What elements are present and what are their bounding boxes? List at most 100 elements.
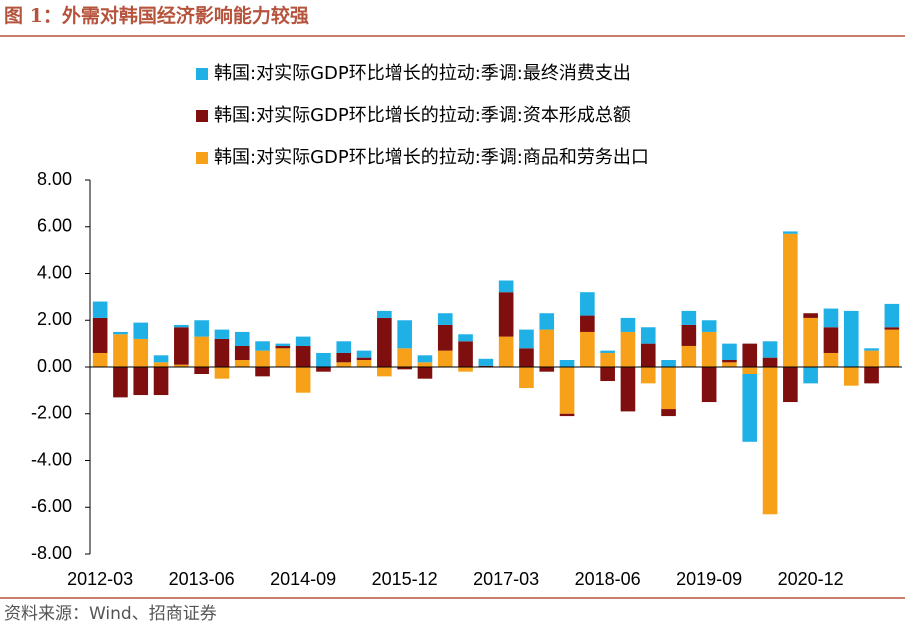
x-tick-label: 2015-12 [372,569,438,589]
bar [133,322,149,339]
bar [519,329,534,349]
bar [194,320,209,337]
bar [498,292,514,337]
y-tick-label: 0.00 [37,356,72,376]
bar [295,345,311,367]
bar [640,343,656,367]
bar [762,341,778,358]
bar [559,413,575,417]
bar [681,310,697,325]
y-tick-label: 4.00 [37,262,72,282]
bar [600,350,615,353]
bar [214,338,230,367]
y-tick-label: 6.00 [37,216,72,236]
bar [316,367,331,372]
bar [661,409,676,417]
bar [458,367,473,372]
bar [884,327,900,330]
bar [823,352,839,367]
bar [681,324,697,346]
bar [701,320,717,332]
bar [153,362,169,367]
bar [762,367,778,515]
bar [356,357,372,360]
bar [255,341,270,351]
bar [640,367,656,384]
bar [783,231,798,234]
bar [823,308,839,328]
bar [174,364,189,367]
bar [478,358,494,366]
bar [295,367,311,393]
x-tick-label: 2020-12 [778,569,844,589]
bar [214,367,230,379]
bar [742,374,758,442]
bar [519,348,534,367]
bar [742,343,758,367]
bar [113,334,128,367]
bar [722,362,737,367]
y-tick-label: 8.00 [37,169,72,189]
bar [113,331,128,335]
bar [437,324,453,351]
legend-label: 韩国:对实际GDP环比增长的拉动:季调:最终消费支出 [214,63,631,84]
bar [620,367,636,412]
bar [661,359,676,367]
bar [580,292,595,316]
bar [377,317,392,367]
bar [722,343,737,360]
bar [174,324,189,328]
bar [539,367,555,372]
source: 资料来源：Wind、招商证券 [4,604,217,624]
bar [681,345,697,367]
bar [620,317,636,332]
bar [133,338,149,367]
bar [742,367,758,375]
y-tick-label: -8.00 [31,543,72,563]
bar [356,350,372,358]
legend-label: 韩国:对实际GDP环比增长的拉动:季调:商品和劳务出口 [214,147,649,168]
bar [255,367,270,377]
bar [214,329,230,339]
bar [275,345,291,349]
bar [194,367,209,375]
bar [864,367,879,384]
bar [133,367,149,396]
bar [397,320,412,349]
bar [661,367,676,410]
bar [336,352,352,363]
bar [620,331,636,367]
bar [803,317,818,367]
x-tick-label: 2018-06 [575,569,641,589]
bar [722,359,737,363]
bar [417,367,433,379]
bar [559,359,575,367]
bar [762,357,778,367]
bar [417,362,433,367]
bar [92,317,108,353]
bar [356,359,372,367]
x-tick-label: 2013-06 [169,569,235,589]
bar [417,355,433,363]
bar [437,313,453,325]
bar [336,362,352,367]
bar [234,345,250,360]
bar [194,336,209,367]
bar [458,341,473,367]
bar [580,315,595,332]
chart-title: 图 1：外需对韩国经济影响能力较强 [4,4,309,27]
bar [234,359,250,367]
bar [884,329,900,367]
bar [113,367,128,398]
bar [174,327,189,365]
legend-swatch [196,110,208,122]
bar [498,280,514,293]
bar [478,365,494,367]
bar [153,355,169,363]
x-tick-label: 2014-09 [270,569,336,589]
bar [234,331,250,346]
bar [600,352,615,367]
y-tick-label: 2.00 [37,309,72,329]
bar [255,350,270,367]
x-tick-label: 2012-03 [67,569,133,589]
